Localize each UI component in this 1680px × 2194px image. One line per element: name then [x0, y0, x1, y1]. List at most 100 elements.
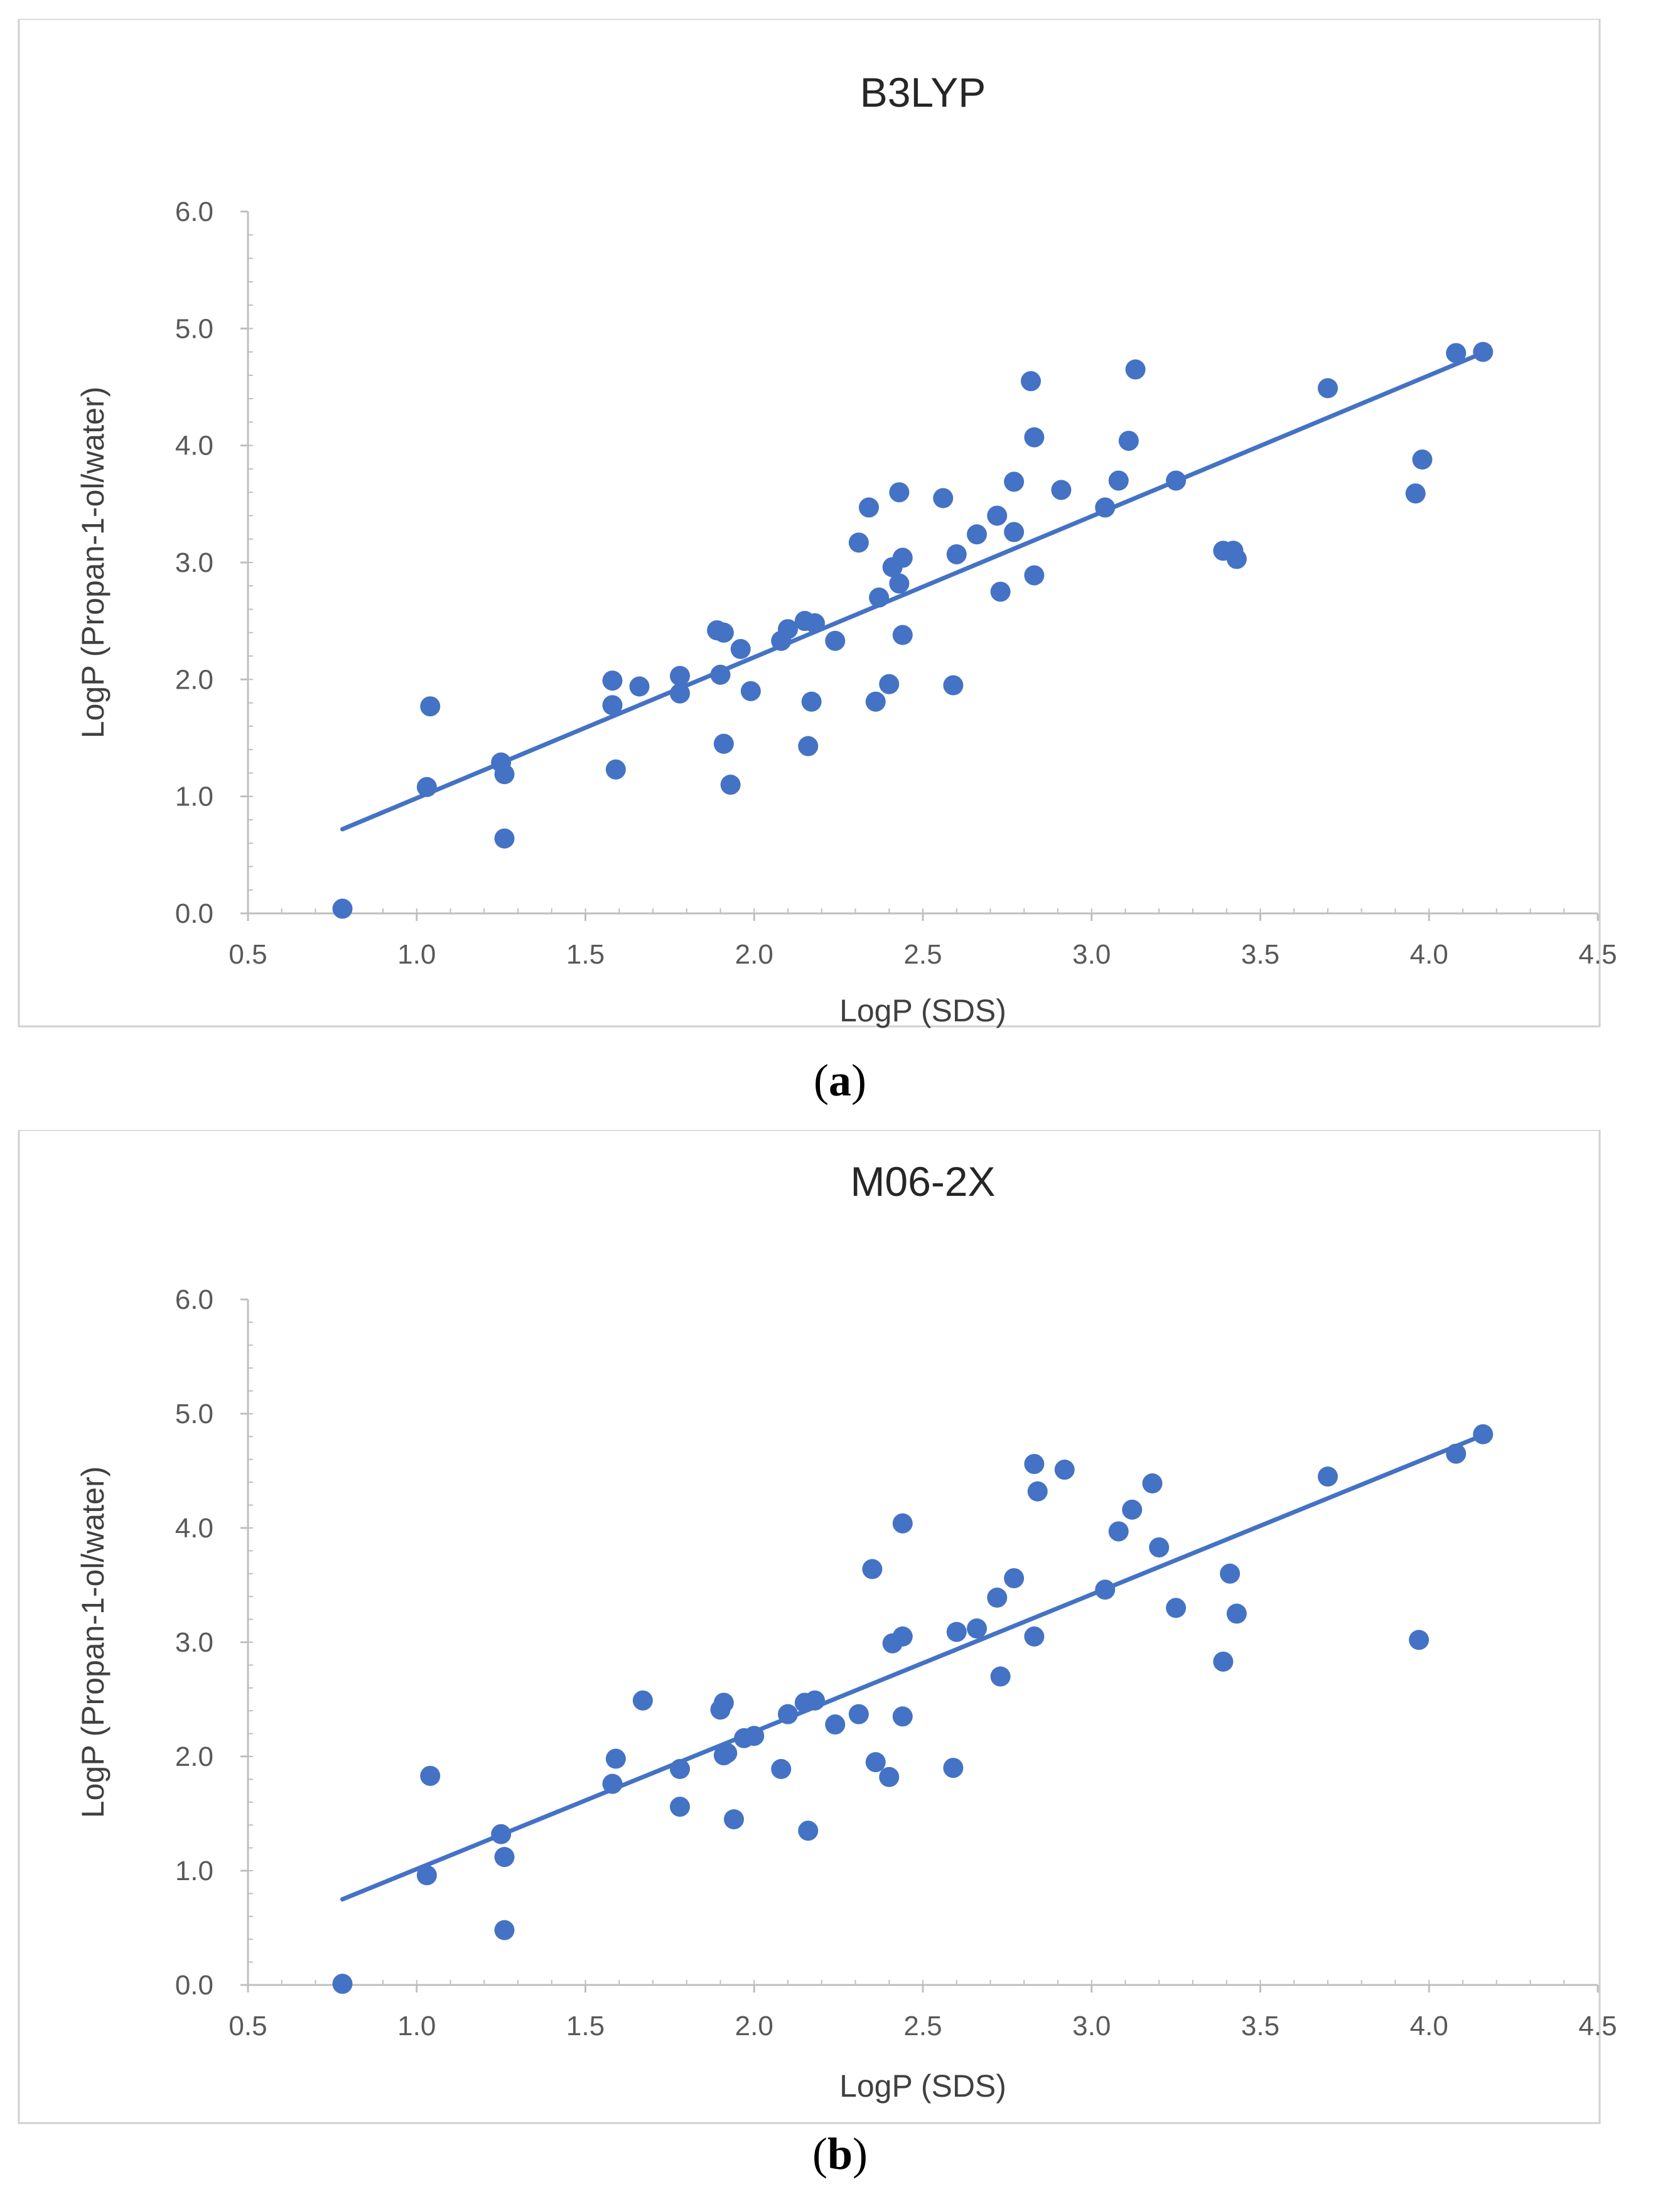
y-tick-label: 3.0: [175, 1627, 213, 1658]
data-point: [724, 1809, 744, 1830]
chart-title: B3LYP: [860, 69, 986, 116]
data-point: [1318, 378, 1338, 399]
scatter-chart-b3lyp: B3LYP 0.0 1.0 2.0 3.0 4.0 5.0 6.0 0.5 1.0 1.5 2.0 2.…: [18, 19, 1617, 1028]
data-point: [859, 497, 879, 518]
data-point: [491, 1824, 512, 1844]
data-point: [1024, 1626, 1045, 1647]
data-point: [416, 777, 437, 797]
data-point: [825, 630, 846, 651]
data-point: [879, 1766, 900, 1787]
y-tick-label: 0.0: [175, 898, 213, 929]
x-tick-label: 3.0: [1072, 2011, 1111, 2041]
data-point: [602, 670, 623, 691]
data-point: [987, 505, 1008, 526]
data-point: [892, 547, 913, 568]
data-point: [740, 680, 761, 701]
x-tick-label: 2.0: [735, 2011, 773, 2041]
data-point: [1122, 1499, 1143, 1520]
x-tick-label: 4.0: [1410, 939, 1448, 970]
data-point: [1108, 470, 1129, 491]
data-point: [1142, 1473, 1163, 1494]
x-tick-label: 4.0: [1410, 2011, 1448, 2041]
data-point: [720, 775, 741, 795]
data-point: [889, 482, 910, 503]
data-point: [1226, 1603, 1247, 1624]
data-point: [1318, 1466, 1338, 1487]
data-point: [670, 1797, 690, 1817]
data-point: [1024, 1454, 1045, 1475]
data-point: [1409, 1630, 1430, 1650]
data-point: [602, 1773, 623, 1794]
data-point: [987, 1588, 1008, 1608]
data-point: [713, 1692, 734, 1713]
data-point: [1095, 1579, 1116, 1600]
x-tick-label: 4.5: [1578, 939, 1617, 970]
subfigure-label-b-text: b: [827, 2129, 853, 2179]
data-point: [943, 675, 964, 696]
data-point: [1166, 470, 1187, 491]
data-point: [1021, 371, 1041, 392]
x-axis-label: LogP (SDS): [839, 2068, 1006, 2104]
data-point: [1446, 1443, 1467, 1464]
x-tick-label: 0.5: [229, 2011, 267, 2041]
data-point: [967, 524, 987, 545]
data-point: [778, 619, 798, 640]
data-point: [865, 1752, 886, 1773]
y-axis-label: LogP (Propan-1-ol/water): [75, 387, 110, 738]
data-point: [420, 696, 441, 717]
data-point: [1446, 343, 1467, 363]
data-point: [730, 638, 751, 659]
data-point: [869, 587, 890, 608]
y-axis-label: LogP (Propan-1-ol/water): [75, 1466, 110, 1818]
data-point: [710, 664, 731, 685]
data-point: [805, 613, 825, 633]
data-point: [1149, 1537, 1170, 1557]
data-point: [1412, 449, 1433, 470]
data-point: [713, 622, 734, 643]
data-point: [943, 1758, 964, 1778]
x-tick-label: 2.5: [903, 2011, 942, 2041]
y-tick-label: 4.0: [175, 431, 213, 461]
data-point: [892, 1626, 913, 1647]
y-tick-label: 2.0: [175, 664, 213, 695]
chart-panel-b: M06-2X 0.0 1.0 2.0 3.0 4.0 5.0 6.0 0.5 1.0 1.5 2.0 2…: [0, 1130, 1680, 2128]
data-point: [420, 1765, 441, 1786]
data-point: [801, 691, 822, 712]
subfigure-label-a-text: a: [829, 1055, 851, 1105]
data-point: [1166, 1598, 1187, 1618]
data-point: [967, 1618, 987, 1639]
y-tick-label: 0.0: [175, 1970, 213, 2001]
data-point: [1027, 1481, 1048, 1502]
data-point: [990, 581, 1011, 602]
x-tick-label: 0.5: [229, 939, 267, 970]
data-point: [892, 1513, 913, 1534]
data-point: [1004, 471, 1025, 492]
y-tick-label: 1.0: [175, 782, 213, 812]
data-point: [805, 1690, 825, 1711]
data-point: [933, 488, 954, 508]
data-point: [778, 1704, 798, 1724]
data-point: [605, 759, 626, 780]
data-point: [1024, 427, 1045, 448]
data-point: [889, 573, 910, 594]
data-point: [946, 544, 967, 564]
data-point: [605, 1748, 626, 1769]
x-tick-label: 1.0: [397, 939, 436, 970]
x-tick-label: 2.0: [735, 939, 773, 970]
data-point: [670, 683, 690, 704]
data-point: [416, 1865, 437, 1886]
y-tick-label: 2.0: [175, 1741, 213, 1772]
data-point: [1095, 497, 1116, 518]
data-point: [713, 733, 734, 754]
trendline: [340, 1434, 1482, 1901]
data-point: [670, 665, 690, 686]
chart-frame: [18, 1130, 1601, 2124]
data-point: [798, 1820, 819, 1841]
data-point: [494, 764, 515, 785]
data-point: [1024, 565, 1045, 586]
data-point: [990, 1666, 1011, 1687]
data-point: [1473, 1424, 1494, 1444]
data-point: [798, 736, 819, 756]
data-point: [892, 625, 913, 645]
scatter-chart-m06-2x: M06-2X 0.0 1.0 2.0 3.0 4.0 5.0 6.0 0.5 1.0 1.5 2.0 2…: [18, 1130, 1617, 2124]
